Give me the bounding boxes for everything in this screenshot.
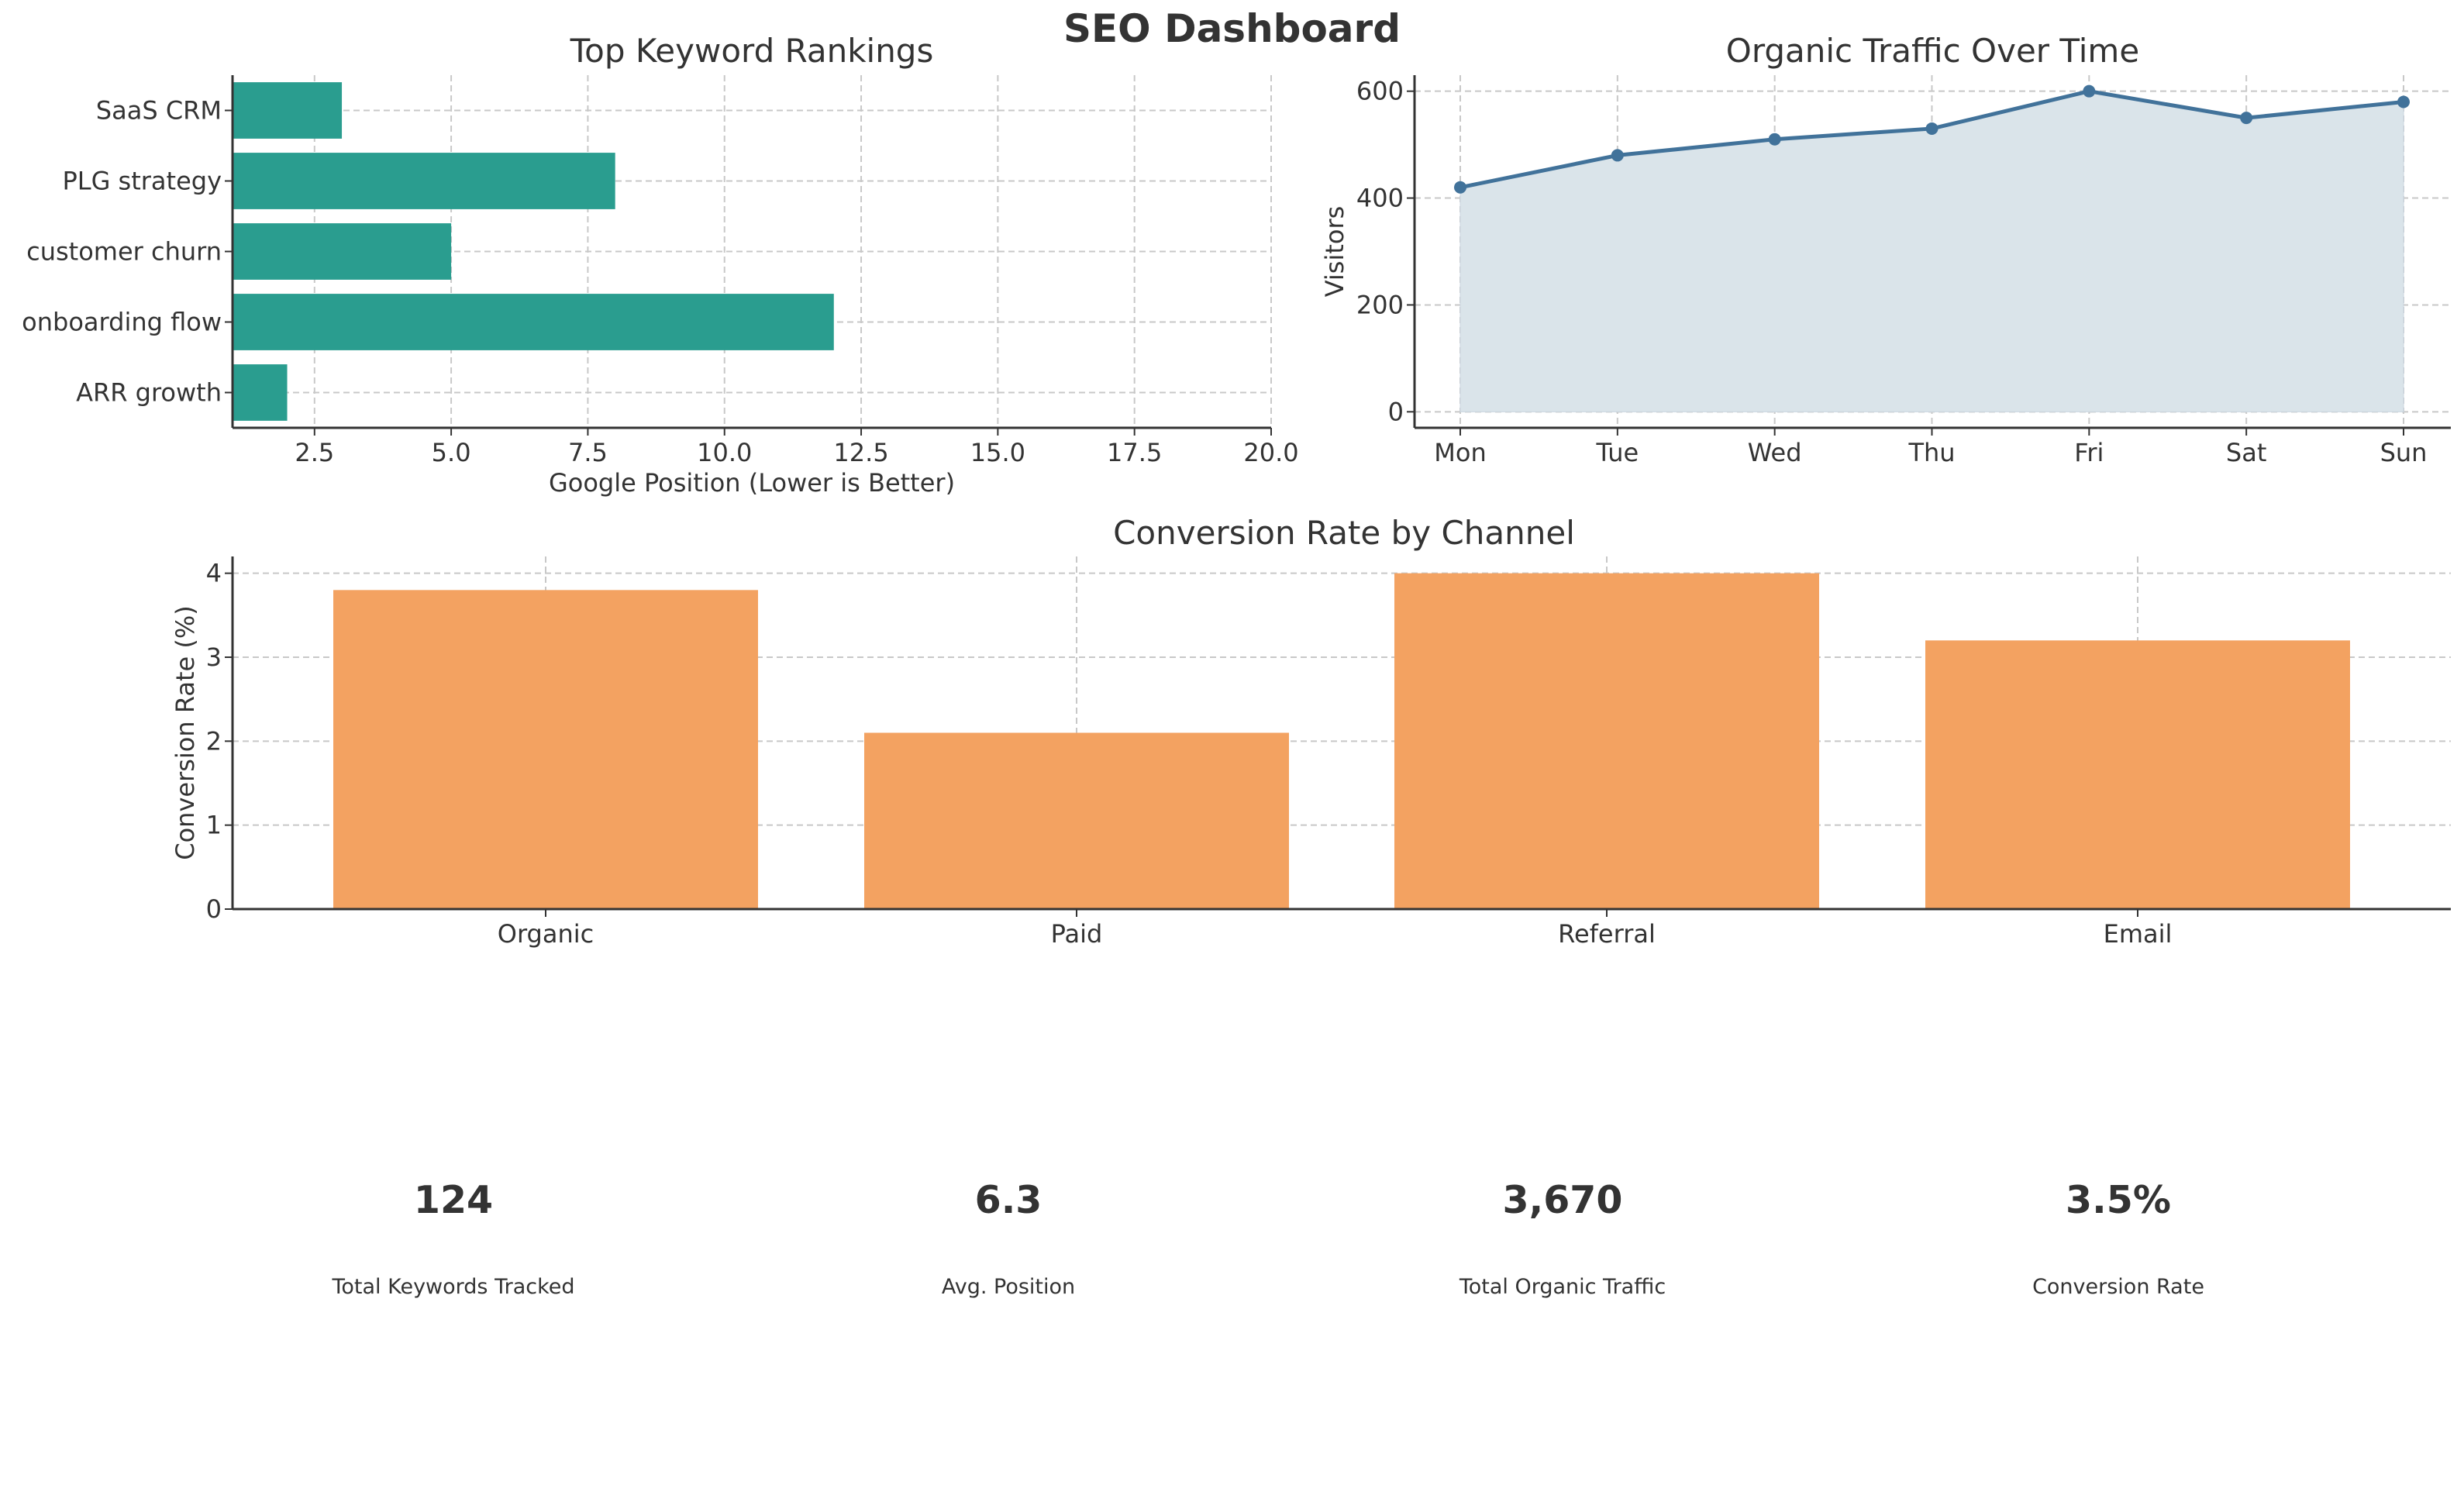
y-tick-label: customer churn <box>26 237 222 267</box>
traffic-point <box>2397 95 2410 109</box>
y-tick-label: 0 <box>1388 397 1404 426</box>
x-tick-label: 20.0 <box>1243 438 1298 467</box>
conversion-bar <box>864 732 1289 909</box>
x-axis-label: Google Position (Lower is Better) <box>549 468 955 498</box>
traffic-area <box>1459 91 2404 412</box>
kpi-value: 124 <box>413 1178 494 1222</box>
y-tick-label: PLG strategy <box>62 167 222 196</box>
dashboard-title: SEO Dashboard <box>1063 6 1401 51</box>
y-tick-label: onboarding flow <box>22 308 222 337</box>
y-tick-label: SaaS CRM <box>96 96 222 126</box>
x-tick-label: Sun <box>2380 438 2428 467</box>
y-axis-label: Conversion Rate (%) <box>171 605 200 860</box>
kpi-label: Total Keywords Tracked <box>332 1275 575 1299</box>
x-tick-label: Thu <box>1907 438 1955 467</box>
y-tick-label: 2 <box>206 726 222 756</box>
traffic-point <box>1925 122 1938 135</box>
x-tick-label: 12.5 <box>833 438 888 467</box>
keyword-bar <box>233 223 452 280</box>
x-tick-label: Sat <box>2226 438 2266 467</box>
y-tick-label: 3 <box>206 642 222 672</box>
organic-traffic-chart: 0 200 400 600 Mon Tue Wed Thu Fri Sat Sun Organic T… <box>1320 32 2451 467</box>
conversion-bar <box>333 590 758 909</box>
kpi-label: Total Organic Traffic <box>1459 1275 1666 1299</box>
x-tick-label: 10.0 <box>697 438 752 467</box>
keyword-bar <box>233 294 834 350</box>
y-tick-label: ARR growth <box>76 378 222 408</box>
kpi-label: Conversion Rate <box>2032 1275 2204 1299</box>
traffic-point <box>1454 181 1466 194</box>
x-tick-label: 5.0 <box>432 438 471 467</box>
kpi-value: 3.5% <box>2066 1178 2171 1222</box>
chart-title: Organic Traffic Over Time <box>1726 32 2139 70</box>
conversion-rate-chart: 0 1 2 3 4 Organic Paid Referral Email Conversion … <box>171 514 2451 949</box>
y-tick-label: 200 <box>1356 290 1404 319</box>
keyword-bar <box>233 364 288 421</box>
keyword-bar <box>233 153 615 209</box>
x-tick-label: Tue <box>1596 438 1639 467</box>
x-tick-label: Email <box>2104 919 2173 949</box>
y-tick-label: 4 <box>206 559 222 588</box>
y-tick-label: 0 <box>206 894 222 924</box>
keyword-bar <box>233 82 343 139</box>
keyword-rankings-chart: 2.5 5.0 7.5 10.0 12.5 15.0 17.5 20.0 ARR growth o… <box>22 32 1298 498</box>
x-tick-label: 2.5 <box>295 438 334 467</box>
kpi-value: 3,670 <box>1502 1178 1623 1222</box>
y-tick-label: 400 <box>1356 184 1404 213</box>
x-tick-label: 15.0 <box>970 438 1025 467</box>
chart-title: Conversion Rate by Channel <box>1113 514 1575 552</box>
traffic-point <box>2240 112 2253 125</box>
x-tick-label: Mon <box>1434 438 1486 467</box>
conversion-bar <box>1925 640 2350 909</box>
traffic-point <box>1611 149 1624 162</box>
conversion-bar <box>1394 573 1819 909</box>
x-tick-label: Paid <box>1051 919 1103 949</box>
kpi-label: Avg. Position <box>941 1275 1076 1299</box>
x-tick-label: 17.5 <box>1107 438 1162 467</box>
x-tick-label: 7.5 <box>568 438 608 467</box>
y-tick-label: 1 <box>206 811 222 840</box>
traffic-point <box>2083 84 2096 98</box>
y-tick-label: 600 <box>1356 77 1404 106</box>
x-tick-label: Organic <box>498 919 594 949</box>
chart-title: Top Keyword Rankings <box>570 32 934 70</box>
x-tick-label: Fri <box>2074 438 2104 467</box>
x-tick-label: Wed <box>1748 438 1802 467</box>
kpi-value: 6.3 <box>974 1178 1042 1222</box>
traffic-point <box>1768 133 1781 146</box>
y-axis-label: Visitors <box>1320 206 1349 298</box>
x-tick-label: Referral <box>1558 919 1656 949</box>
